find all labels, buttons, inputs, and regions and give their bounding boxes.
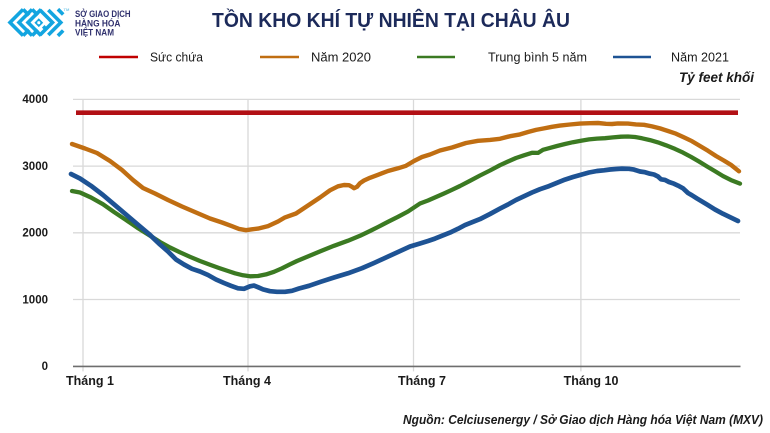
svg-text:Tháng 4: Tháng 4 bbox=[223, 374, 271, 388]
svg-text:Sức chứa: Sức chứa bbox=[150, 51, 203, 65]
svg-text:Năm 2020: Năm 2020 bbox=[311, 51, 371, 65]
svg-text:Tháng 7: Tháng 7 bbox=[398, 374, 446, 388]
svg-text:4000: 4000 bbox=[22, 94, 48, 106]
svg-text:HÀNG HÓA: HÀNG HÓA bbox=[75, 18, 121, 29]
svg-text:Năm 2021: Năm 2021 bbox=[671, 51, 729, 65]
svg-text:Tháng 1: Tháng 1 bbox=[66, 374, 114, 388]
svg-text:3000: 3000 bbox=[22, 161, 48, 173]
svg-text:Tháng 10: Tháng 10 bbox=[564, 374, 619, 388]
svg-text:VIỆT NAM: VIỆT NAM bbox=[75, 27, 114, 38]
svg-text:2000: 2000 bbox=[22, 228, 48, 240]
svg-text:1000: 1000 bbox=[22, 294, 48, 306]
svg-text:Tỷ feet khối: Tỷ feet khối bbox=[679, 70, 754, 85]
svg-text:Nguồn: Celciusenergy / Sở Giao: Nguồn: Celciusenergy / Sở Giao dịch Hàng… bbox=[403, 412, 763, 427]
svg-text:0: 0 bbox=[42, 361, 48, 373]
svg-text:TỒN KHO KHÍ TỰ NHIÊN TẠI CHÂU: TỒN KHO KHÍ TỰ NHIÊN TẠI CHÂU ÂU bbox=[212, 8, 570, 32]
svg-text:Trung bình 5 năm: Trung bình 5 năm bbox=[488, 51, 587, 65]
svg-text:TM: TM bbox=[64, 7, 70, 12]
svg-text:SỞ GIAO DỊCH: SỞ GIAO DỊCH bbox=[75, 8, 131, 19]
